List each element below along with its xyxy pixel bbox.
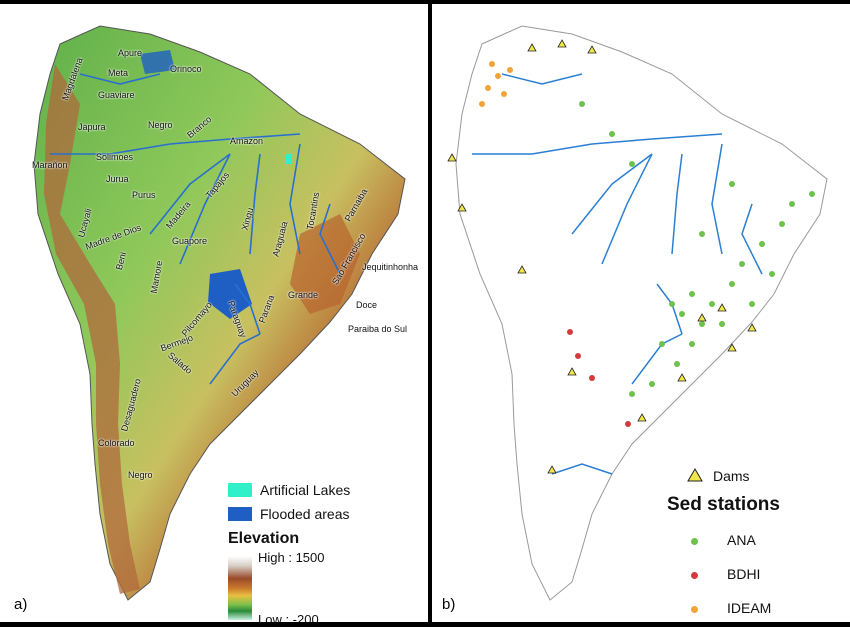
ana-legend-dot — [691, 538, 698, 545]
panel-b-label: b) — [442, 596, 456, 613]
ana-stations — [579, 101, 815, 397]
river-label-doce: Doce — [356, 300, 378, 310]
dams-legend-icon — [687, 468, 703, 482]
bdhi-legend-dot — [691, 572, 698, 579]
andes-band — [44, 64, 140, 594]
elevation-color-ramp — [228, 556, 252, 620]
ideam-legend-dot — [691, 606, 698, 613]
legend-artificial-lakes: Artificial Lakes — [228, 478, 418, 502]
river-label-amazon: Amazon — [230, 136, 264, 146]
river-network — [50, 73, 341, 385]
continent-shape — [33, 25, 406, 601]
flooded-areas-label: Flooded areas — [260, 506, 350, 522]
river-label-paraiba-do-sul: Paraiba do Sul — [348, 324, 408, 334]
river-label-colorado: Colorado — [98, 438, 135, 448]
river-label-meta: Meta — [108, 68, 129, 78]
dams-legend-label: Dams — [713, 468, 750, 484]
dams-markers — [447, 39, 757, 474]
elevation-low-label: Low : -200 — [258, 612, 319, 622]
elevation-title: Elevation — [228, 530, 300, 547]
pantanal-flooded-area — [208, 269, 252, 319]
llanos-flooded-area — [140, 50, 175, 74]
river-label-jequitinhonha: Jequitinhonha — [362, 262, 419, 272]
artificial-lake — [285, 154, 291, 164]
river-label-grande: Grande — [288, 290, 319, 300]
elevation-legend: Artificial Lakes Flooded areas Elevation… — [228, 478, 418, 622]
stations-map-panel: Dams Sed stations ANA BDHI IDEAM b) — [432, 4, 850, 622]
ana-legend-label: ANA — [727, 532, 756, 548]
elevation-map — [33, 25, 406, 601]
stations-map — [447, 25, 828, 601]
river-label-negro-south: Negro — [128, 470, 153, 480]
river-label-guapore: Guapore — [172, 236, 208, 246]
river-label-orinoco: Orinoco — [170, 64, 202, 74]
river-label-apure: Apure — [118, 48, 143, 58]
artificial-lakes-label: Artificial Lakes — [260, 482, 351, 498]
bdhi-legend-label: BDHI — [727, 566, 761, 582]
bdhi-stations — [567, 329, 631, 427]
panel-a-label: a) — [14, 596, 28, 613]
legend-flooded-areas: Flooded areas — [228, 502, 418, 526]
sed-stations-title: Sed stations — [667, 494, 780, 515]
river-label-negro: Negro — [148, 120, 173, 130]
elevation-map-panel: Apure Meta Orinoco Guaviare Magdalena Ne… — [0, 4, 428, 622]
flooded-areas-swatch — [228, 507, 252, 521]
brazilian-highlands — [290, 214, 360, 314]
river-label-purus: Purus — [132, 190, 156, 200]
river-label-jurua: Jurua — [106, 174, 129, 184]
river-label-solimoes: Solimoes — [96, 152, 134, 162]
ideam-legend-label: IDEAM — [727, 600, 772, 616]
river-label-japura: Japura — [78, 122, 106, 132]
elevation-high-label: High : 1500 — [258, 550, 325, 565]
river-label-maranon: Marañon — [32, 160, 68, 170]
ideam-stations — [479, 61, 513, 107]
river-label-guaviare: Guaviare — [98, 90, 135, 100]
artificial-lakes-swatch — [228, 483, 252, 497]
